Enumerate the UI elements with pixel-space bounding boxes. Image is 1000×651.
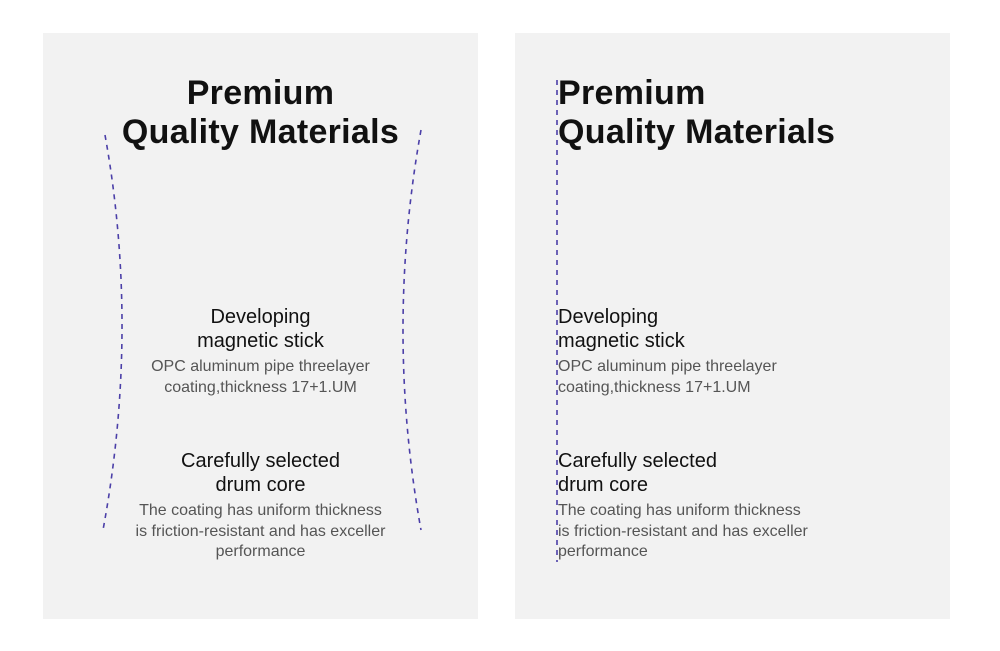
heading-line: drum core — [215, 474, 306, 496]
section-body: OPC aluminum pipe threelayer coating,thi… — [558, 357, 777, 398]
section-body: The coating has uniform thickness is fri… — [43, 501, 478, 563]
title-line: Quality Materials — [558, 113, 836, 151]
body-line: coating,thickness 17+1.UM — [164, 378, 357, 396]
section-body: The coating has uniform thickness is fri… — [558, 501, 808, 563]
body-line: performance — [558, 543, 648, 560]
body-line: performance — [215, 543, 306, 560]
heading-line: magnetic stick — [558, 330, 685, 352]
left-aligned-layout-panel: Premium Quality Materials Developing mag… — [515, 33, 950, 619]
body-line: The coating has uniform thickness — [558, 502, 801, 519]
title-line: Quality Materials — [121, 113, 400, 151]
centered-layout-panel: Premium Quality Materials Developing mag… — [43, 33, 478, 619]
body-line: OPC aluminum pipe threelayer — [151, 358, 370, 375]
body-line: OPC aluminum pipe threelayer — [558, 358, 777, 375]
heading-line: drum core — [558, 474, 649, 496]
section-heading: Carefully selected drum core — [43, 449, 478, 497]
section-heading: Carefully selected drum core — [558, 449, 717, 497]
title-line: Premium — [558, 74, 706, 112]
section-heading: Developing magnetic stick — [43, 305, 478, 353]
panel-title: Premium Quality Materials — [43, 74, 478, 152]
body-line: is friction-resistant and has exceller — [558, 522, 808, 540]
title-line: Premium — [186, 74, 335, 112]
panel-title: Premium Quality Materials — [558, 74, 835, 152]
section-heading: Developing magnetic stick — [558, 305, 685, 353]
heading-line: Developing — [558, 306, 659, 328]
body-line: The coating has uniform thickness — [139, 502, 382, 519]
heading-line: Developing — [210, 306, 311, 328]
heading-line: Carefully selected — [558, 450, 717, 472]
heading-line: magnetic stick — [197, 330, 324, 352]
body-line: is friction-resistant and has exceller — [135, 522, 386, 540]
body-line: coating,thickness 17+1.UM — [558, 378, 751, 396]
section-body: OPC aluminum pipe threelayer coating,thi… — [43, 357, 478, 398]
heading-line: Carefully selected — [181, 450, 340, 472]
